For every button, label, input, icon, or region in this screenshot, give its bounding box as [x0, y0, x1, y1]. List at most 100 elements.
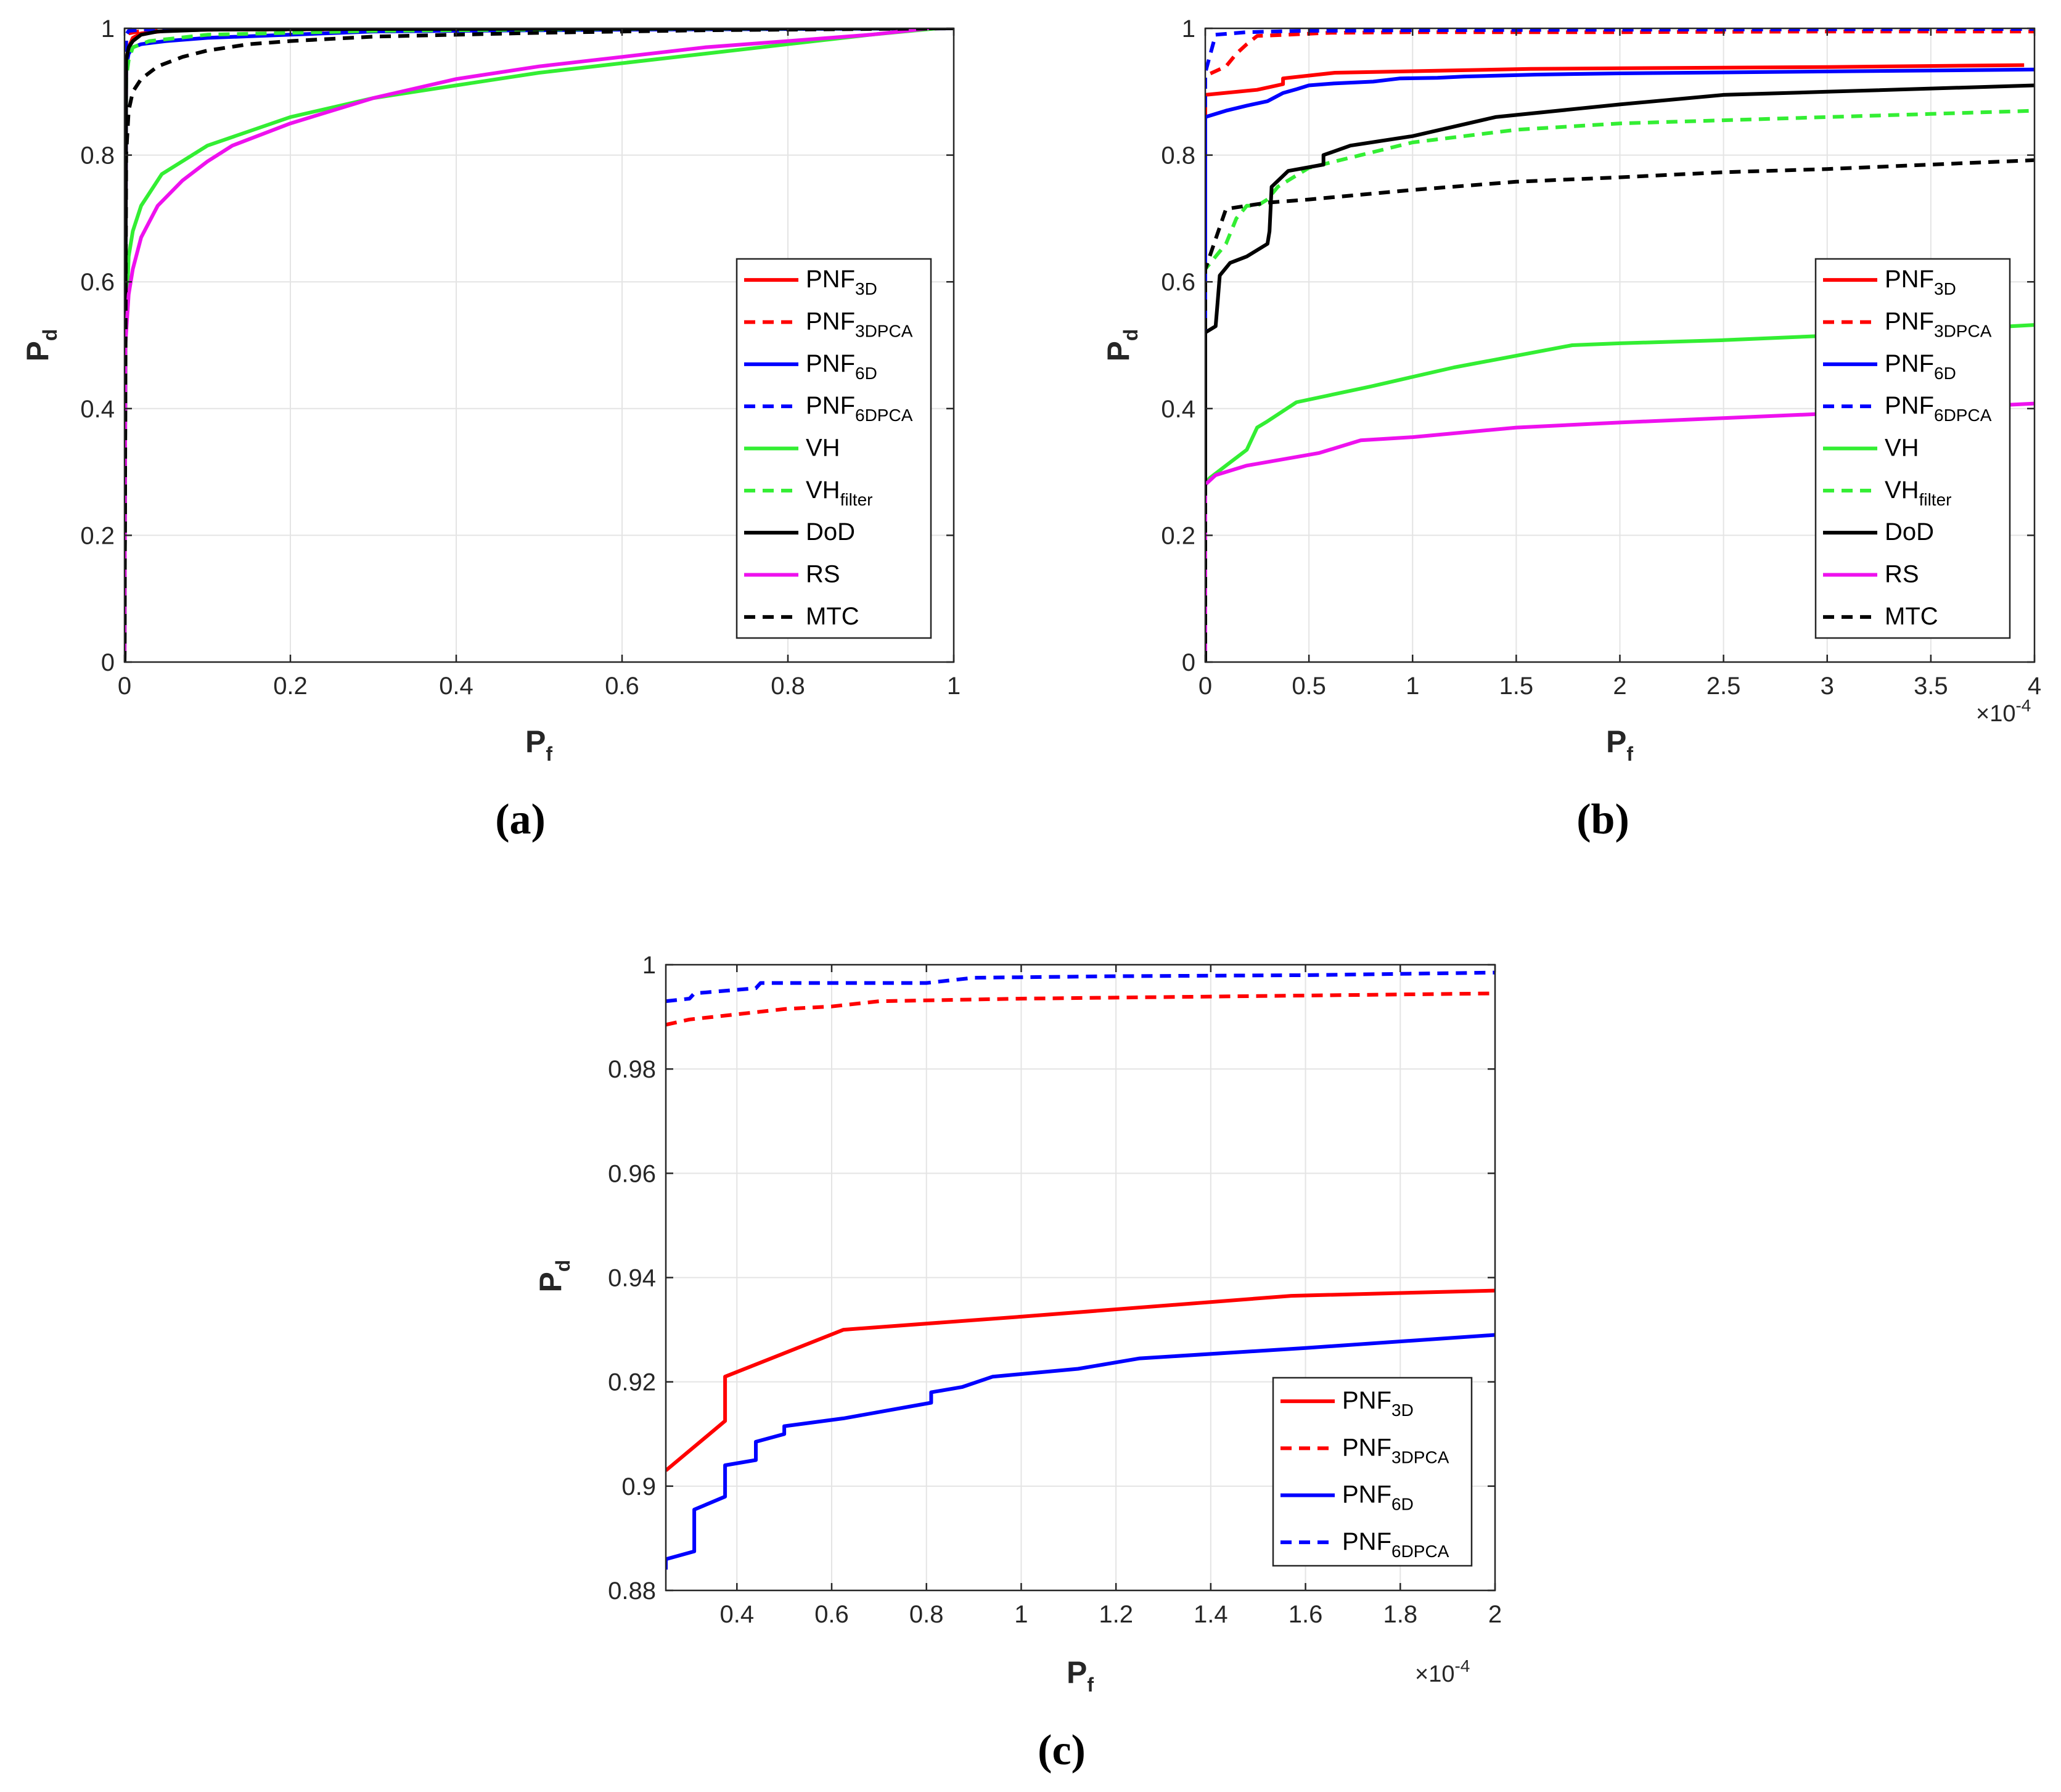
- ticks-a: 0 0.2 0.4 0.6 0.8 1 0 0.2 0.4 0.6 0.8 1: [80, 15, 961, 700]
- y-tick-label: 1: [1182, 15, 1195, 43]
- series-line-pnf-3dpca: [666, 991, 1495, 1027]
- y-tick-label: 0.8: [1161, 142, 1195, 170]
- panel-a: 0 0.2 0.4 0.6 0.8 1 0 0.2 0.4 0.6 0.8 1 Pf Pd PNF3D…: [20, 15, 961, 843]
- y-tick-label: 0.9: [621, 1473, 656, 1500]
- series-line-pnf-6dpca: [1205, 28, 2034, 662]
- y-tick-label: 0.4: [1161, 396, 1195, 423]
- x-tick-label: 3: [1821, 673, 1834, 700]
- legend-a: PNF3D PNF3DPCA PNF6D PNF6DPCA VH VHfilter DoD R…: [735, 258, 932, 639]
- legend-label-pnf-6dpca: PNF6DPCA: [1342, 1528, 1449, 1561]
- legend-label-pnf-3dpca: PNF3DPCA: [1342, 1434, 1449, 1467]
- legend-label-dod: DoD: [1885, 518, 1934, 546]
- x-tick-label: 0: [118, 673, 131, 700]
- y-tick-label: 1: [101, 15, 115, 43]
- panel-c: 0.4 0.6 0.8 1 1.2 1.4 1.6 1.8 2 0.88 0.9 0.92 0.94 0.…: [533, 952, 1502, 1774]
- series-line-pnf-3dpca: [1205, 30, 2034, 662]
- x-tick-label: 2: [1613, 673, 1626, 700]
- series-line-mtc: [1205, 158, 2034, 662]
- legend-label-pnf-3dpca: PNF3DPCA: [806, 308, 913, 341]
- ticks-b: 0 0.5 1 1.5 2 2.5 3 3.5 4 0 0.2 0.4 0.6 0.8 1: [1161, 15, 2041, 700]
- x-tick-label: 0.2: [273, 673, 308, 700]
- y-tick-label: 0.96: [608, 1160, 656, 1187]
- legend-label-pnf-6dpca: PNF6DPCA: [1885, 392, 1992, 425]
- x-tick-label: 2: [1488, 1601, 1502, 1628]
- legend-label-rs: RS: [1885, 561, 1919, 588]
- legend-box: [1272, 1377, 1473, 1567]
- x-tick-label: 0.4: [719, 1601, 754, 1628]
- x-tick-label: 1: [1406, 673, 1419, 700]
- ylabel-a: Pd: [20, 329, 61, 362]
- ticks-c: 0.4 0.6 0.8 1 1.2 1.4 1.6 1.8 2 0.88 0.9 0.92 0.94 0.…: [608, 952, 1502, 1628]
- x-tick-label: 2.5: [1707, 673, 1741, 700]
- plot-area-c: [666, 970, 1495, 1570]
- series-line-dod: [125, 28, 954, 662]
- legend-b: PNF3D PNF3DPCA PNF6D PNF6DPCA VH VHfilter DoD R…: [1814, 258, 2011, 639]
- legend-label-vh-filter: VHfilter: [806, 477, 872, 509]
- y-tick-label: 1: [642, 952, 656, 979]
- x-tick-label: 0.6: [605, 673, 639, 700]
- ylabel-b: Pd: [1101, 329, 1142, 362]
- series-line-pnf-3d: [666, 1288, 1495, 1472]
- x-tick-label: 0.5: [1292, 673, 1326, 700]
- x-tick-label: 1.4: [1194, 1601, 1228, 1628]
- x-tick-label: 1.2: [1099, 1601, 1133, 1628]
- x-tick-label: 1.6: [1289, 1601, 1323, 1628]
- legend-label-dod: DoD: [806, 518, 855, 546]
- y-tick-label: 0.88: [608, 1577, 656, 1605]
- legend-label-vh-filter: VHfilter: [1885, 477, 1951, 509]
- y-tick-label: 0.94: [608, 1265, 656, 1292]
- series-line-pnf-6dpca: [666, 970, 1495, 1004]
- series-line-pnf-3d: [1205, 63, 2025, 662]
- legend-label-pnf-6d: PNF6D: [1342, 1481, 1414, 1514]
- exponent-b: ×10-4: [1976, 696, 2031, 727]
- y-tick-label: 0.8: [80, 142, 115, 170]
- y-tick-label: 0: [1182, 649, 1195, 676]
- y-tick-label: 0.6: [1161, 269, 1195, 296]
- xlabel-c: Pf: [1067, 1655, 1094, 1696]
- curves-c: [666, 970, 1495, 1570]
- legend-label-vh: VH: [806, 435, 840, 462]
- x-tick-label: 0: [1198, 673, 1212, 700]
- x-tick-label: 0.8: [771, 673, 805, 700]
- curves-b: [1205, 28, 2034, 662]
- series-line-dod: [1205, 83, 2034, 662]
- y-tick-label: 0.98: [608, 1056, 656, 1083]
- legend-label-pnf-3d: PNF3D: [806, 266, 877, 298]
- x-tick-label: 1.8: [1383, 1601, 1417, 1628]
- legend-label-mtc: MTC: [1885, 603, 1938, 630]
- legend-label-pnf-3dpca: PNF3DPCA: [1885, 308, 1992, 341]
- legend-label-pnf-3d: PNF3D: [1885, 266, 1956, 298]
- series-line-mtc: [125, 28, 954, 662]
- x-tick-label: 3.5: [1914, 673, 1948, 700]
- y-tick-label: 0.6: [80, 269, 115, 296]
- series-line-pnf-6d: [666, 1333, 1495, 1570]
- legend-label-pnf-6d: PNF6D: [806, 350, 877, 383]
- x-tick-label: 0.4: [439, 673, 473, 700]
- x-tick-label: 1: [947, 673, 961, 700]
- legend-label-vh: VH: [1885, 435, 1919, 462]
- legend-label-pnf-3d: PNF3D: [1342, 1387, 1414, 1420]
- caption-c: (c): [1038, 1727, 1086, 1774]
- x-tick-label: 0.8: [909, 1601, 944, 1628]
- y-tick-label: 0.4: [80, 396, 115, 423]
- legend-label-pnf-6dpca: PNF6DPCA: [806, 392, 913, 425]
- xlabel-a: Pf: [525, 724, 552, 765]
- caption-a: (a): [495, 796, 546, 843]
- exponent-c: ×10-4: [1415, 1656, 1470, 1687]
- y-tick-label: 0.2: [80, 522, 115, 549]
- axes-frame-a: [123, 27, 955, 663]
- ylabel-c: Pd: [533, 1260, 574, 1293]
- y-tick-label: 0: [101, 649, 115, 676]
- series-line-pnf-6d: [1205, 67, 2034, 662]
- legend-label-pnf-6d: PNF6D: [1885, 350, 1956, 383]
- x-tick-label: 1: [1014, 1601, 1028, 1628]
- series-line-vh: [125, 28, 938, 662]
- x-tick-label: 1.5: [1499, 673, 1534, 700]
- series-line-vh: [1205, 323, 2034, 486]
- legend-label-mtc: MTC: [806, 603, 859, 630]
- y-tick-label: 0.2: [1161, 522, 1195, 549]
- y-tick-label: 0.92: [608, 1369, 656, 1396]
- legend-c: PNF3D PNF3DPCA PNF6D PNF6DPCA: [1272, 1377, 1473, 1567]
- panel-b: 0 0.5 1 1.5 2 2.5 3 3.5 4 0 0.2 0.4 0.6 0.8 1 Pf Pd ×1…: [1101, 15, 2041, 843]
